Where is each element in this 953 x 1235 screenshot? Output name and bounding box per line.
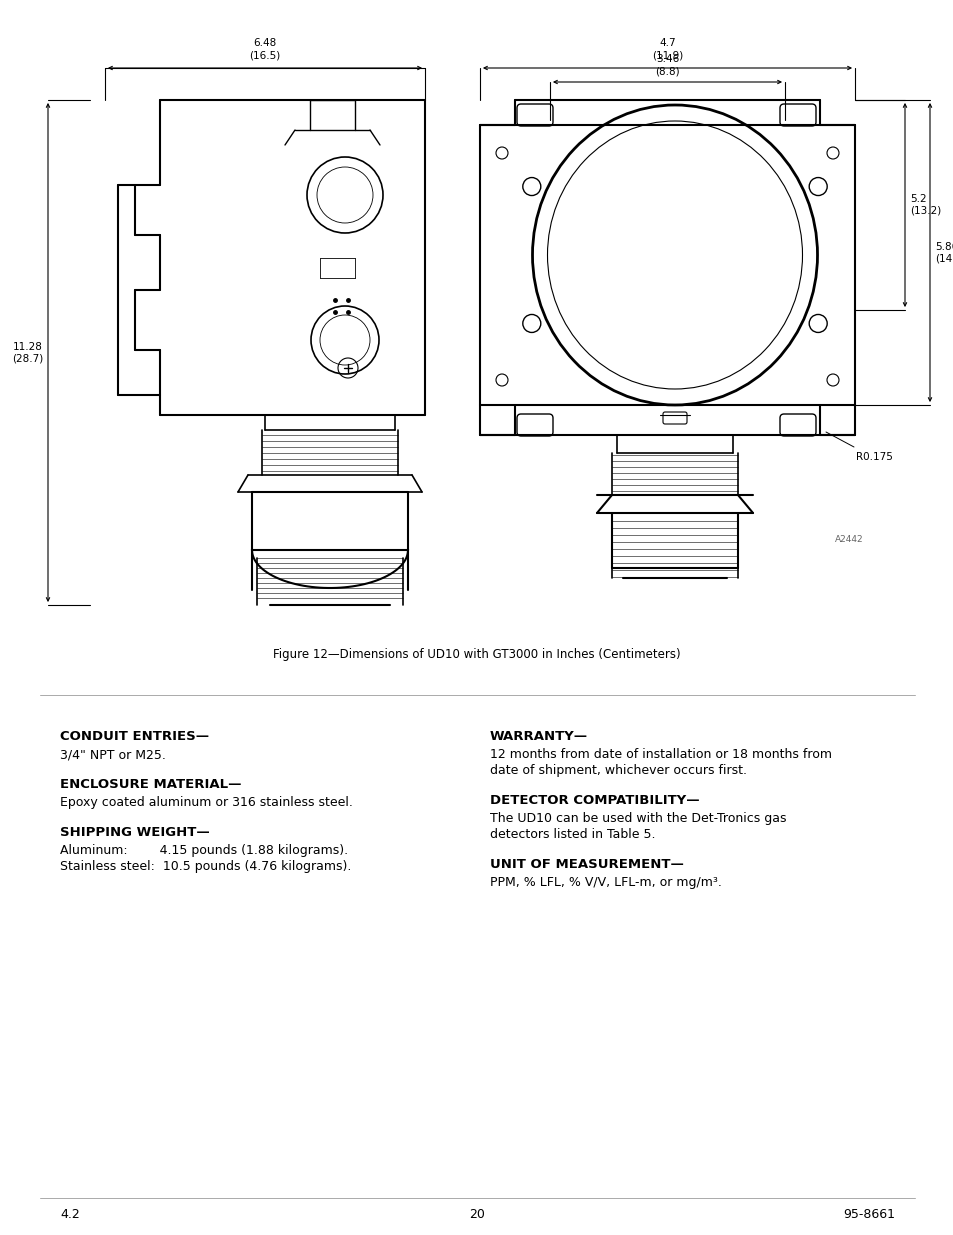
Text: Aluminum:        4.15 pounds (1.88 kilograms).: Aluminum: 4.15 pounds (1.88 kilograms).: [60, 844, 348, 857]
Text: 5.86
(14.9): 5.86 (14.9): [934, 242, 953, 263]
Text: 3.46
(8.8): 3.46 (8.8): [655, 54, 679, 77]
Text: Figure 12—Dimensions of UD10 with GT3000 in Inches (Centimeters): Figure 12—Dimensions of UD10 with GT3000…: [273, 648, 680, 661]
Text: 4.7
(11.9): 4.7 (11.9): [651, 38, 682, 61]
Text: 11.28
(28.7): 11.28 (28.7): [11, 342, 43, 363]
Text: PPM, % LFL, % V/V, LFL-m, or mg/m³.: PPM, % LFL, % V/V, LFL-m, or mg/m³.: [490, 876, 721, 889]
Text: SHIPPING WEIGHT—: SHIPPING WEIGHT—: [60, 826, 210, 839]
Text: ENCLOSURE MATERIAL—: ENCLOSURE MATERIAL—: [60, 778, 241, 790]
Text: A2442: A2442: [834, 535, 862, 543]
Text: 4.2: 4.2: [60, 1208, 80, 1221]
Text: Epoxy coated aluminum or 316 stainless steel.: Epoxy coated aluminum or 316 stainless s…: [60, 797, 353, 809]
Text: 5.2
(13.2): 5.2 (13.2): [909, 194, 941, 216]
Text: detectors listed in Table 5.: detectors listed in Table 5.: [490, 827, 655, 841]
Text: 12 months from date of installation or 18 months from: 12 months from date of installation or 1…: [490, 748, 831, 761]
Text: The UD10 can be used with the Det-Tronics gas: The UD10 can be used with the Det-Tronic…: [490, 811, 785, 825]
Text: WARRANTY—: WARRANTY—: [490, 730, 587, 743]
Text: DETECTOR COMPATIBILITY—: DETECTOR COMPATIBILITY—: [490, 794, 699, 806]
Text: CONDUIT ENTRIES—: CONDUIT ENTRIES—: [60, 730, 209, 743]
Text: UNIT OF MEASUREMENT—: UNIT OF MEASUREMENT—: [490, 858, 683, 871]
Text: 95-8661: 95-8661: [842, 1208, 894, 1221]
Text: date of shipment, whichever occurs first.: date of shipment, whichever occurs first…: [490, 764, 746, 777]
Text: 6.48
(16.5): 6.48 (16.5): [249, 38, 280, 61]
Text: R0.175: R0.175: [855, 452, 892, 462]
Text: 3/4" NPT or M25.: 3/4" NPT or M25.: [60, 748, 166, 761]
Text: Stainless steel:  10.5 pounds (4.76 kilograms).: Stainless steel: 10.5 pounds (4.76 kilog…: [60, 860, 351, 873]
Text: 20: 20: [469, 1208, 484, 1221]
